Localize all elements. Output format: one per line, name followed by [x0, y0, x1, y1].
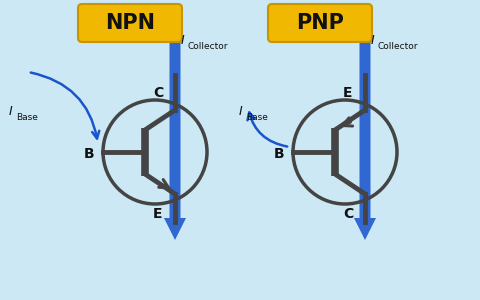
- Text: E: E: [343, 86, 353, 100]
- Text: $I$: $I$: [370, 34, 375, 47]
- FancyArrow shape: [164, 10, 186, 240]
- Text: B: B: [84, 147, 94, 161]
- Text: Collector: Collector: [378, 42, 419, 51]
- Text: NPN: NPN: [105, 13, 155, 33]
- Text: Base: Base: [246, 113, 268, 122]
- Text: Base: Base: [16, 113, 38, 122]
- Text: $I$: $I$: [180, 34, 185, 47]
- FancyBboxPatch shape: [78, 4, 182, 42]
- Text: C: C: [343, 207, 353, 221]
- Text: C: C: [153, 86, 163, 100]
- Text: PNP: PNP: [296, 13, 344, 33]
- FancyBboxPatch shape: [268, 4, 372, 42]
- Text: E: E: [153, 207, 163, 221]
- Text: Collector: Collector: [188, 42, 228, 51]
- Text: B: B: [274, 147, 284, 161]
- Text: $I$: $I$: [8, 105, 13, 118]
- Text: $I$: $I$: [238, 105, 243, 118]
- FancyArrow shape: [354, 10, 376, 240]
